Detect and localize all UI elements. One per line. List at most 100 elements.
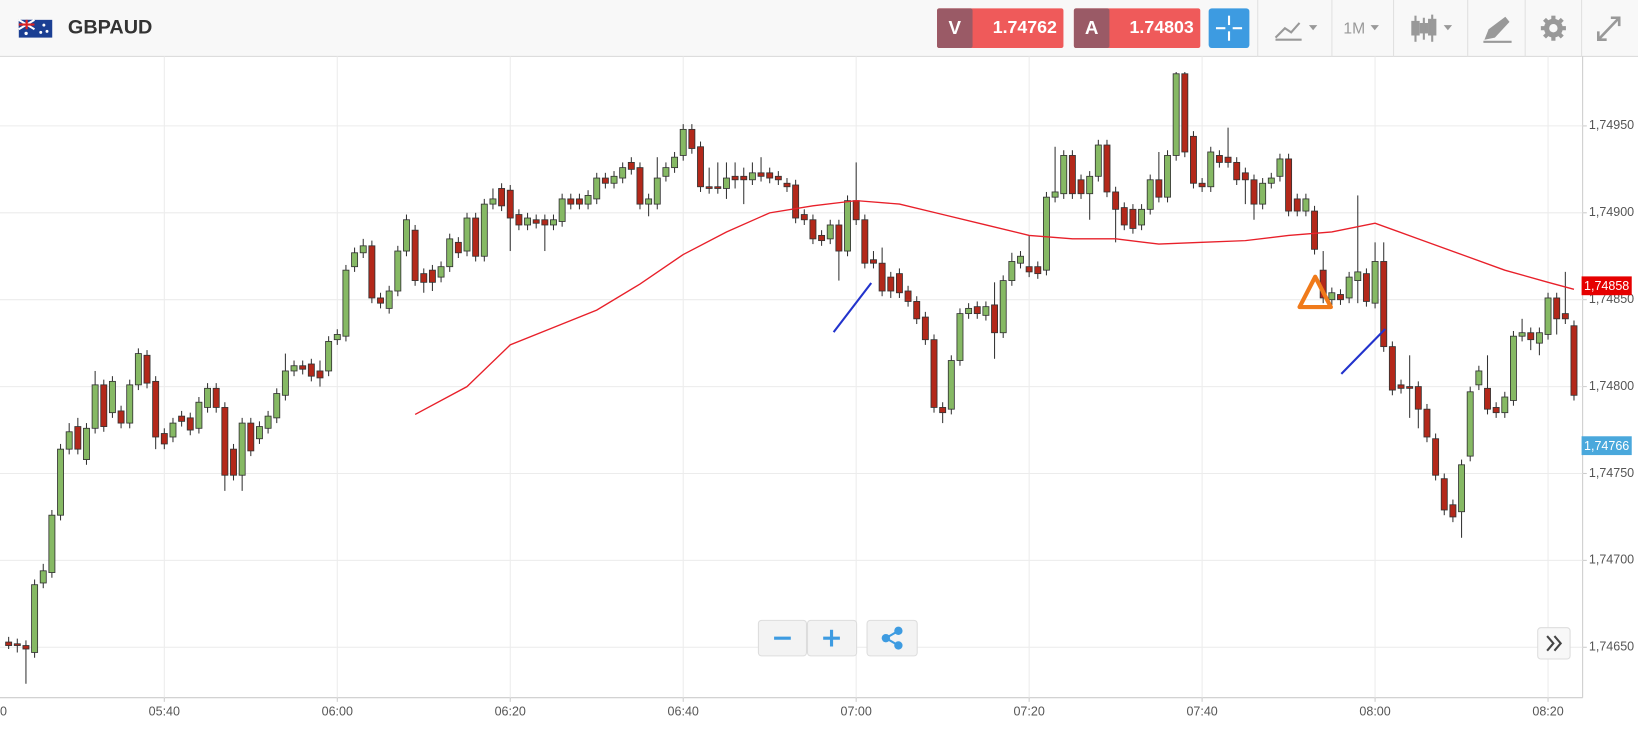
x-tick-label: 07:20 — [1013, 705, 1044, 719]
share-button[interactable] — [866, 619, 918, 657]
candle-body — [1535, 332, 1543, 344]
x-tick-label: 06:20 — [495, 705, 526, 719]
draw-button[interactable] — [1483, 16, 1512, 43]
candle-body — [1561, 313, 1569, 320]
candles-button[interactable] — [1411, 14, 1453, 42]
candle-body — [1337, 294, 1344, 301]
candle-body — [359, 245, 367, 254]
sell-price: 1.74762 — [993, 17, 1057, 37]
candle-body — [1449, 504, 1457, 518]
candle-body — [31, 584, 39, 653]
candle-body — [134, 353, 142, 386]
candle-body — [939, 407, 947, 414]
y-tick-label: 1,74850 — [1589, 292, 1634, 306]
candle-body — [1077, 179, 1085, 195]
candle-body — [1190, 135, 1197, 184]
candle-body — [705, 186, 713, 189]
candle-body — [723, 177, 730, 189]
candle-body — [1302, 198, 1310, 212]
zoom-out-button[interactable] — [757, 619, 807, 657]
candle-body — [299, 365, 307, 370]
candle-body — [385, 290, 393, 309]
candle-body — [186, 417, 194, 431]
candle-body — [757, 172, 765, 177]
candle-body — [394, 250, 402, 292]
candle-body — [498, 188, 506, 207]
candle-body — [1224, 156, 1232, 163]
candle-body — [126, 384, 134, 424]
candle-body — [91, 384, 99, 429]
candle-body — [861, 219, 869, 264]
candle-body — [1354, 271, 1362, 281]
candle-body — [1466, 391, 1474, 457]
candle-body — [74, 426, 82, 450]
candle-body — [100, 384, 108, 427]
candle-body — [515, 214, 523, 226]
candle-body — [887, 276, 895, 292]
candle-body — [1362, 273, 1370, 302]
chart-type-button[interactable] — [1274, 22, 1318, 41]
candle-body — [351, 252, 359, 268]
timeframe-button[interactable]: 1M — [1343, 20, 1379, 37]
candle-body — [1068, 155, 1076, 195]
candle-body — [1492, 407, 1500, 414]
x-tick-label: 05:20 — [0, 705, 7, 719]
candle-body — [904, 290, 912, 302]
fullscreen-button[interactable] — [1596, 16, 1621, 41]
candle-body — [411, 229, 419, 281]
price-tag — [1581, 436, 1632, 456]
buy-price: 1.74803 — [1130, 17, 1194, 37]
crosshair-button[interactable] — [1208, 8, 1250, 49]
candle-body — [238, 422, 246, 476]
candle-body — [921, 316, 929, 341]
candle-body — [610, 175, 618, 184]
candle-body — [403, 219, 410, 252]
candle-body — [878, 262, 886, 292]
x-tick-label: 08:20 — [1532, 705, 1563, 719]
scroll-right-button[interactable] — [1537, 627, 1571, 660]
candle-body — [697, 146, 704, 188]
candle-body — [472, 217, 480, 257]
candle-body — [895, 273, 903, 294]
buy-button[interactable]: A 1.74803 — [1073, 8, 1201, 49]
candle-body — [567, 198, 575, 205]
candle-body — [454, 241, 462, 254]
candle-body — [679, 128, 687, 156]
candle-body — [852, 200, 860, 221]
candle-body — [688, 128, 696, 149]
candle-body — [1267, 177, 1275, 184]
candle-body — [1475, 370, 1483, 386]
candle-body — [39, 570, 47, 584]
candle-body — [584, 195, 592, 205]
candle-body — [1440, 478, 1448, 511]
candle-body — [1172, 73, 1180, 156]
candle-body — [1181, 73, 1189, 153]
candle-body — [342, 269, 350, 337]
candle-body — [1259, 182, 1267, 205]
candle-body — [740, 175, 748, 181]
trend-line — [832, 282, 873, 333]
candle-body — [489, 198, 497, 205]
candle-body — [281, 370, 289, 396]
candle-body — [870, 259, 877, 264]
candle-body — [1034, 266, 1042, 275]
settings-button[interactable] — [1540, 15, 1566, 41]
candle-body — [333, 334, 341, 341]
candle-body — [965, 307, 973, 315]
candle-body — [1311, 210, 1318, 250]
candle-body — [930, 339, 938, 408]
candle-body — [783, 182, 791, 188]
candle-body — [1094, 144, 1102, 177]
sell-button[interactable]: V 1.74762 — [937, 8, 1064, 49]
x-tick-label: 06:00 — [322, 705, 353, 719]
candle-body — [982, 306, 990, 316]
candle-body — [1397, 384, 1405, 389]
candle-body — [1017, 255, 1024, 264]
y-tick-label: 1,74900 — [1589, 205, 1634, 219]
candle-body — [1458, 464, 1466, 513]
zoom-in-button[interactable] — [806, 619, 858, 657]
x-tick-label: 06:40 — [668, 705, 699, 719]
candle-body — [1138, 208, 1146, 226]
